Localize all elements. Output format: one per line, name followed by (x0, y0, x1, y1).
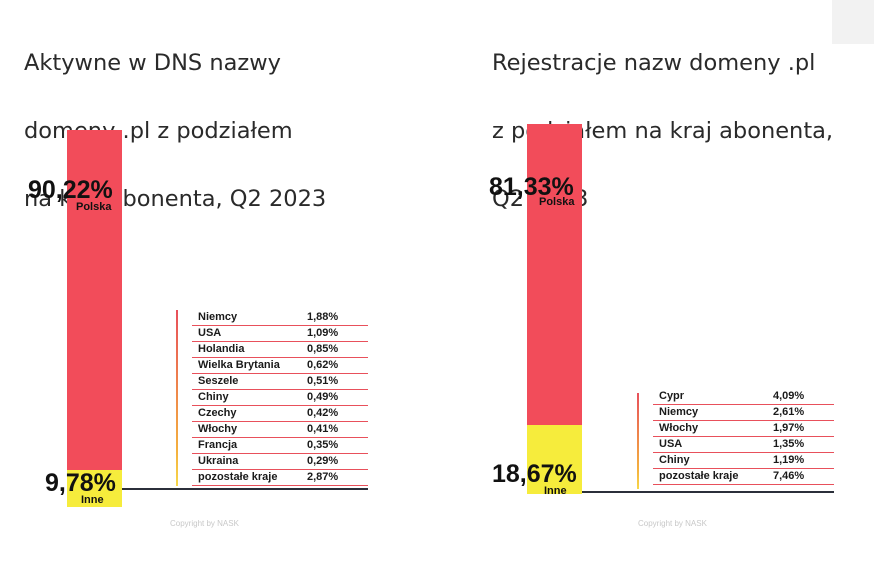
row-divider (653, 436, 834, 437)
corner-decoration (832, 0, 874, 44)
country-name: Holandia (198, 343, 245, 355)
table-row: Seszele 0,51% (192, 373, 368, 390)
chart-title: Rejestracje nazw domeny .pl z podziałem … (492, 12, 833, 250)
country-name: Chiny (659, 454, 690, 466)
row-divider (192, 389, 368, 390)
country-name: pozostałe kraje (659, 470, 739, 482)
row-divider (192, 373, 368, 374)
copyright-note: Copyright by NASK (170, 519, 239, 528)
country-name: Francja (198, 439, 238, 451)
country-value: 0,85% (307, 343, 339, 355)
country-name: Niemcy (198, 311, 238, 323)
data-label-polska-name: Polska (539, 196, 575, 208)
row-divider (192, 421, 368, 422)
data-label-polska-value: 81,33% (489, 173, 574, 201)
country-name: Niemcy (659, 406, 699, 418)
table-row: pozostałe kraje 7,46% (653, 468, 834, 485)
bar-segment-inne (67, 470, 122, 507)
breakdown-table: Cypr 4,09% Niemcy 2,61% Włochy 1,97% USA 1,35% C… (653, 388, 834, 485)
table-row: Holandia 0,85% (192, 341, 368, 358)
chart-title: Aktywne w DNS nazwy domeny .pl z podział… (24, 12, 326, 250)
country-value: 7,46% (773, 470, 805, 482)
chart-title-line: Rejestracje nazw domeny .pl (492, 50, 816, 76)
row-divider (653, 468, 834, 469)
country-value: 0,42% (307, 407, 339, 419)
row-divider (653, 484, 834, 485)
country-value: 1,19% (773, 454, 805, 466)
table-row: Włochy 1,97% (653, 420, 834, 437)
data-label-inne-value: 9,78% (45, 469, 116, 497)
table-row: pozostałe kraje 2,87% (192, 469, 368, 486)
row-divider (192, 405, 368, 406)
country-value: 1,97% (773, 422, 805, 434)
bar-segment-polska (527, 124, 582, 425)
breakdown-divider (637, 393, 639, 489)
row-divider (653, 420, 834, 421)
table-row: Wielka Brytania 0,62% (192, 357, 368, 374)
row-divider (192, 453, 368, 454)
country-name: Włochy (198, 423, 238, 435)
country-name: Włochy (659, 422, 699, 434)
data-label-inne-name: Inne (81, 494, 104, 506)
data-label-polska-value: 90,22% (28, 176, 113, 204)
country-name: Cypr (659, 390, 685, 402)
country-name: USA (198, 327, 222, 339)
table-row: Francja 0,35% (192, 437, 368, 454)
baseline-rule (122, 488, 368, 490)
table-row: Chiny 0,49% (192, 389, 368, 406)
table-row: Niemcy 2,61% (653, 404, 834, 421)
country-name: Wielka Brytania (198, 359, 280, 371)
table-row: Włochy 0,41% (192, 421, 368, 438)
chart-title-line: z podziałem na kraj abonenta, (492, 118, 834, 144)
country-value: 2,87% (307, 471, 339, 483)
row-divider (653, 452, 834, 453)
country-value: 2,61% (773, 406, 805, 418)
chart-title-line: Q2 2023 (492, 186, 589, 212)
row-divider (192, 469, 368, 470)
country-name: Seszele (198, 375, 239, 387)
table-row: Chiny 1,19% (653, 452, 834, 469)
breakdown-table: Niemcy 1,88% USA 1,09% Holandia 0,85% Wielka B… (192, 309, 368, 486)
breakdown-divider (176, 310, 178, 486)
country-name: USA (659, 438, 683, 450)
country-value: 4,09% (773, 390, 805, 402)
table-row: Niemcy 1,88% (192, 309, 368, 326)
table-row: USA 1,35% (653, 436, 834, 453)
country-value: 1,35% (773, 438, 805, 450)
chart-title-line: domeny .pl z podziałem (24, 118, 293, 144)
table-row: Ukraina 0,29% (192, 453, 368, 470)
country-value: 0,49% (307, 391, 339, 403)
row-divider (192, 341, 368, 342)
row-divider (192, 437, 368, 438)
chart-title-line: Aktywne w DNS nazwy (24, 50, 281, 76)
table-row: USA 1,09% (192, 325, 368, 342)
country-value: 0,29% (307, 455, 339, 467)
bar-segment-inne (527, 424, 582, 494)
row-divider (192, 357, 368, 358)
row-divider (192, 325, 368, 326)
table-row: Czechy 0,42% (192, 405, 368, 422)
chart-title-line: na kraj abonenta, Q2 2023 (24, 186, 327, 212)
country-value: 1,88% (307, 311, 339, 323)
row-divider (192, 485, 368, 486)
country-name: pozostałe kraje (198, 471, 278, 483)
country-name: Chiny (198, 391, 229, 403)
table-row: Cypr 4,09% (653, 388, 834, 405)
country-value: 0,35% (307, 439, 339, 451)
row-divider (653, 404, 834, 405)
data-label-inne-value: 18,67% (492, 460, 577, 488)
country-name: Czechy (198, 407, 237, 419)
country-value: 1,09% (307, 327, 339, 339)
data-label-inne-name: Inne (544, 485, 567, 497)
copyright-note: Copyright by NASK (638, 519, 707, 528)
data-label-polska-name: Polska (76, 201, 112, 213)
baseline-rule (582, 491, 834, 493)
country-value: 0,62% (307, 359, 339, 371)
country-name: Ukraina (198, 455, 239, 467)
country-value: 0,51% (307, 375, 339, 387)
country-value: 0,41% (307, 423, 339, 435)
bar-segment-polska (67, 130, 122, 471)
